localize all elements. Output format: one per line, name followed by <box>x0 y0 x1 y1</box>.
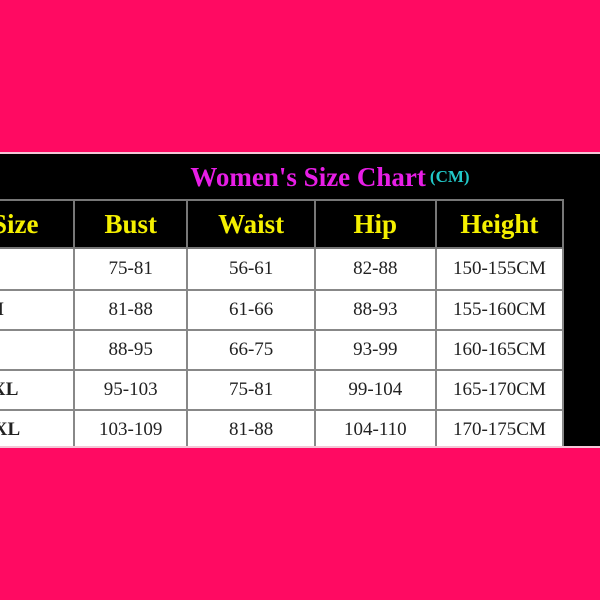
cell-bust: 88-95 <box>72 329 189 371</box>
header-size: Size <box>0 199 75 249</box>
cell-hip: 82-88 <box>313 247 437 291</box>
cell-waist: 61-66 <box>186 289 316 331</box>
cell-height: 170-175CM <box>434 409 565 446</box>
cell-hip: 93-99 <box>313 329 437 371</box>
cell-hip: 99-104 <box>313 369 437 411</box>
size-table: Size Bust Waist Hip Height S75-8156-6182… <box>0 199 565 446</box>
header-row: Size Bust Waist Hip Height <box>0 199 565 249</box>
cell-waist: 75-81 <box>186 369 316 411</box>
cell-height: 160-165CM <box>434 329 565 371</box>
cell-waist: 56-61 <box>186 247 316 291</box>
size-chart: Women's Size Chart (CM) Size Bust Waist … <box>0 152 600 448</box>
cell-size: M <box>0 289 75 331</box>
cell-size: L <box>0 329 75 371</box>
chart-title: Women's Size Chart (CM) <box>0 154 600 200</box>
cell-hip: 88-93 <box>313 289 437 331</box>
cell-waist: 81-88 <box>186 409 316 446</box>
cell-size: XXL <box>0 409 75 446</box>
header-height: Height <box>434 199 565 249</box>
cell-hip: 104-110 <box>313 409 437 446</box>
cell-size: S <box>0 247 75 291</box>
title-text: Women's Size Chart <box>190 161 426 192</box>
title-unit: (CM) <box>429 167 470 186</box>
cell-height: 165-170CM <box>434 369 565 411</box>
cell-bust: 95-103 <box>72 369 189 411</box>
header-bust: Bust <box>72 199 189 249</box>
header-hip: Hip <box>313 199 437 249</box>
cell-bust: 103-109 <box>72 409 189 446</box>
cell-waist: 66-75 <box>186 329 316 371</box>
cell-bust: 75-81 <box>72 247 189 291</box>
cell-height: 150-155CM <box>434 247 565 291</box>
cell-bust: 81-88 <box>72 289 189 331</box>
header-waist: Waist <box>186 199 316 249</box>
cell-height: 155-160CM <box>434 289 565 331</box>
cell-size: XL <box>0 369 75 411</box>
